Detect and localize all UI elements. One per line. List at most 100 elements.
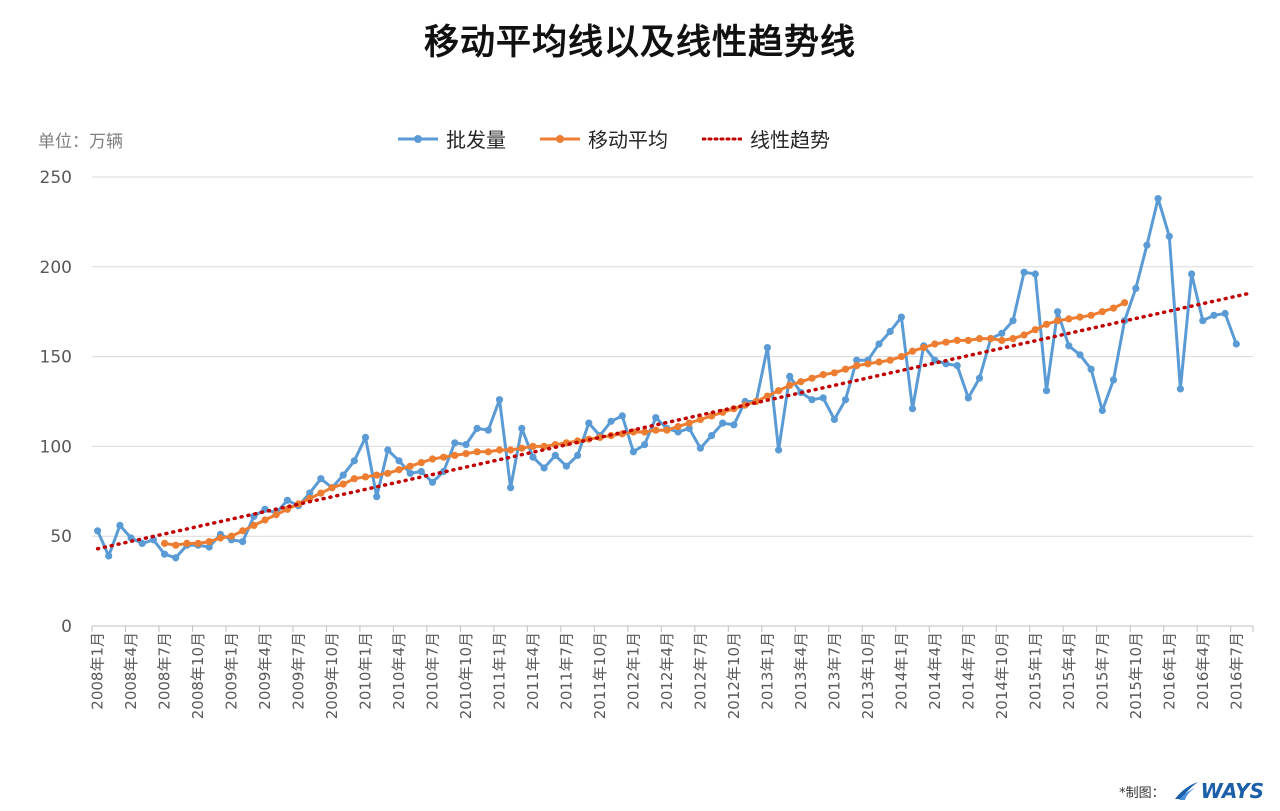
moving-average-point [172, 541, 180, 549]
x-tick-label: 2016年1月 [1160, 632, 1178, 710]
legend-item-moving-average: 移动平均 [540, 124, 668, 153]
moving-average-point [1121, 299, 1129, 307]
wholesale-point [618, 412, 626, 420]
moving-average-point [1098, 308, 1106, 316]
moving-average-point [227, 532, 236, 540]
x-tick-label: 2016年4月 [1194, 632, 1212, 710]
moving-average-point [440, 453, 448, 461]
x-tick-label: 2012年4月 [658, 632, 676, 710]
moving-average-point [339, 480, 347, 488]
wholesale-point [1076, 351, 1084, 359]
moving-average-point [518, 444, 526, 452]
x-tick-label: 2013年10月 [859, 632, 877, 719]
moving-average-point [239, 527, 247, 535]
moving-average-point [216, 534, 224, 542]
wholesale-point [350, 457, 358, 465]
wholesale-point [841, 396, 850, 404]
x-tick-label: 2014年7月 [959, 632, 977, 710]
moving-average-point [395, 466, 403, 474]
moving-average-point [406, 462, 414, 470]
wholesale-point [853, 356, 861, 364]
legend-label-moving-average: 移动平均 [588, 128, 668, 152]
ways-logo-text: WAYS [1200, 779, 1264, 803]
wholesale-point [730, 421, 738, 429]
wholesale-point [1098, 406, 1106, 415]
wholesale-point [1188, 270, 1196, 278]
wholesale-point [518, 424, 526, 432]
moving-average-point [272, 510, 280, 519]
wholesale-point [384, 446, 392, 454]
moving-average-point [775, 387, 783, 395]
moving-average-point [507, 446, 515, 454]
moving-average-point [161, 539, 169, 548]
wholesale-point [361, 433, 370, 441]
x-tick-label: 2008年10月 [189, 632, 207, 719]
wholesale-point [719, 419, 727, 427]
x-tick-label: 2009年10月 [323, 632, 341, 719]
moving-average-point [1042, 320, 1051, 328]
wholesale-point [1176, 385, 1184, 393]
moving-average-point [1054, 317, 1062, 325]
moving-average-point [830, 369, 839, 377]
wholesale-point [373, 493, 381, 501]
wholesale-point [339, 471, 347, 479]
wholesale-point [886, 327, 894, 336]
x-tick-label: 2010年1月 [357, 632, 375, 710]
wholesale-point [484, 426, 492, 434]
moving-average-point [763, 392, 772, 400]
wholesale-point [897, 313, 906, 321]
wholesale-point [708, 432, 716, 440]
wholesale-point [417, 467, 425, 476]
wholesale-point [964, 394, 972, 402]
moving-average-point [953, 336, 961, 344]
moving-average-point [1065, 315, 1073, 323]
moving-average-point [1020, 331, 1028, 339]
wholesale-point [685, 424, 693, 432]
moving-average-point [987, 335, 995, 343]
x-tick-label: 2012年10月 [725, 632, 743, 719]
wholesale-point [172, 554, 180, 562]
moving-average-point [473, 448, 481, 456]
moving-average-point [964, 336, 972, 344]
trend-line [95, 291, 1250, 551]
moving-average-point [540, 442, 548, 450]
x-tick-label: 2016年7月 [1227, 632, 1245, 710]
moving-average-point [819, 371, 827, 379]
moving-average-point [205, 538, 213, 546]
y-tick-label: 0 [61, 617, 72, 637]
wholesale-point [641, 441, 649, 449]
moving-average-point [841, 365, 850, 373]
wholesale-point [808, 396, 816, 404]
moving-average-point [484, 448, 492, 456]
moving-average-point [708, 412, 716, 420]
moving-average-point [931, 340, 939, 348]
legend-label-wholesale: 批发量 [446, 128, 506, 152]
x-tick-label: 2015年4月 [1060, 632, 1078, 710]
wholesale-point [1221, 309, 1229, 318]
wholesale-point [562, 462, 571, 470]
wholesale-point [674, 428, 682, 436]
x-tick-label: 2012年7月 [691, 632, 709, 710]
wholesale-point [94, 527, 102, 535]
moving-average-point [908, 347, 917, 355]
wholesale-point [607, 417, 615, 425]
x-tick-label: 2013年7月 [825, 632, 843, 710]
moving-average-point [652, 426, 660, 434]
y-tick-label: 200 [40, 258, 72, 278]
wholesale-point [629, 448, 638, 456]
wholesale-point [696, 444, 705, 452]
x-tick-label: 2012年1月 [624, 632, 642, 710]
wholesale-point [953, 362, 961, 370]
moving-average-point [495, 446, 504, 454]
x-tick-label: 2008年4月 [122, 632, 140, 710]
moving-average-point [373, 471, 381, 479]
x-tick-label: 2010年10月 [457, 632, 475, 719]
chart-title: 移动平均线以及线性趋势线 [423, 23, 856, 63]
moving-average-point [786, 381, 794, 389]
wholesale-point [205, 543, 213, 551]
y-tick-label: 150 [40, 348, 72, 368]
moving-average-point [384, 469, 392, 477]
moving-average-point [998, 336, 1006, 344]
wholesale-point [239, 538, 247, 546]
moving-average-point [663, 426, 671, 434]
